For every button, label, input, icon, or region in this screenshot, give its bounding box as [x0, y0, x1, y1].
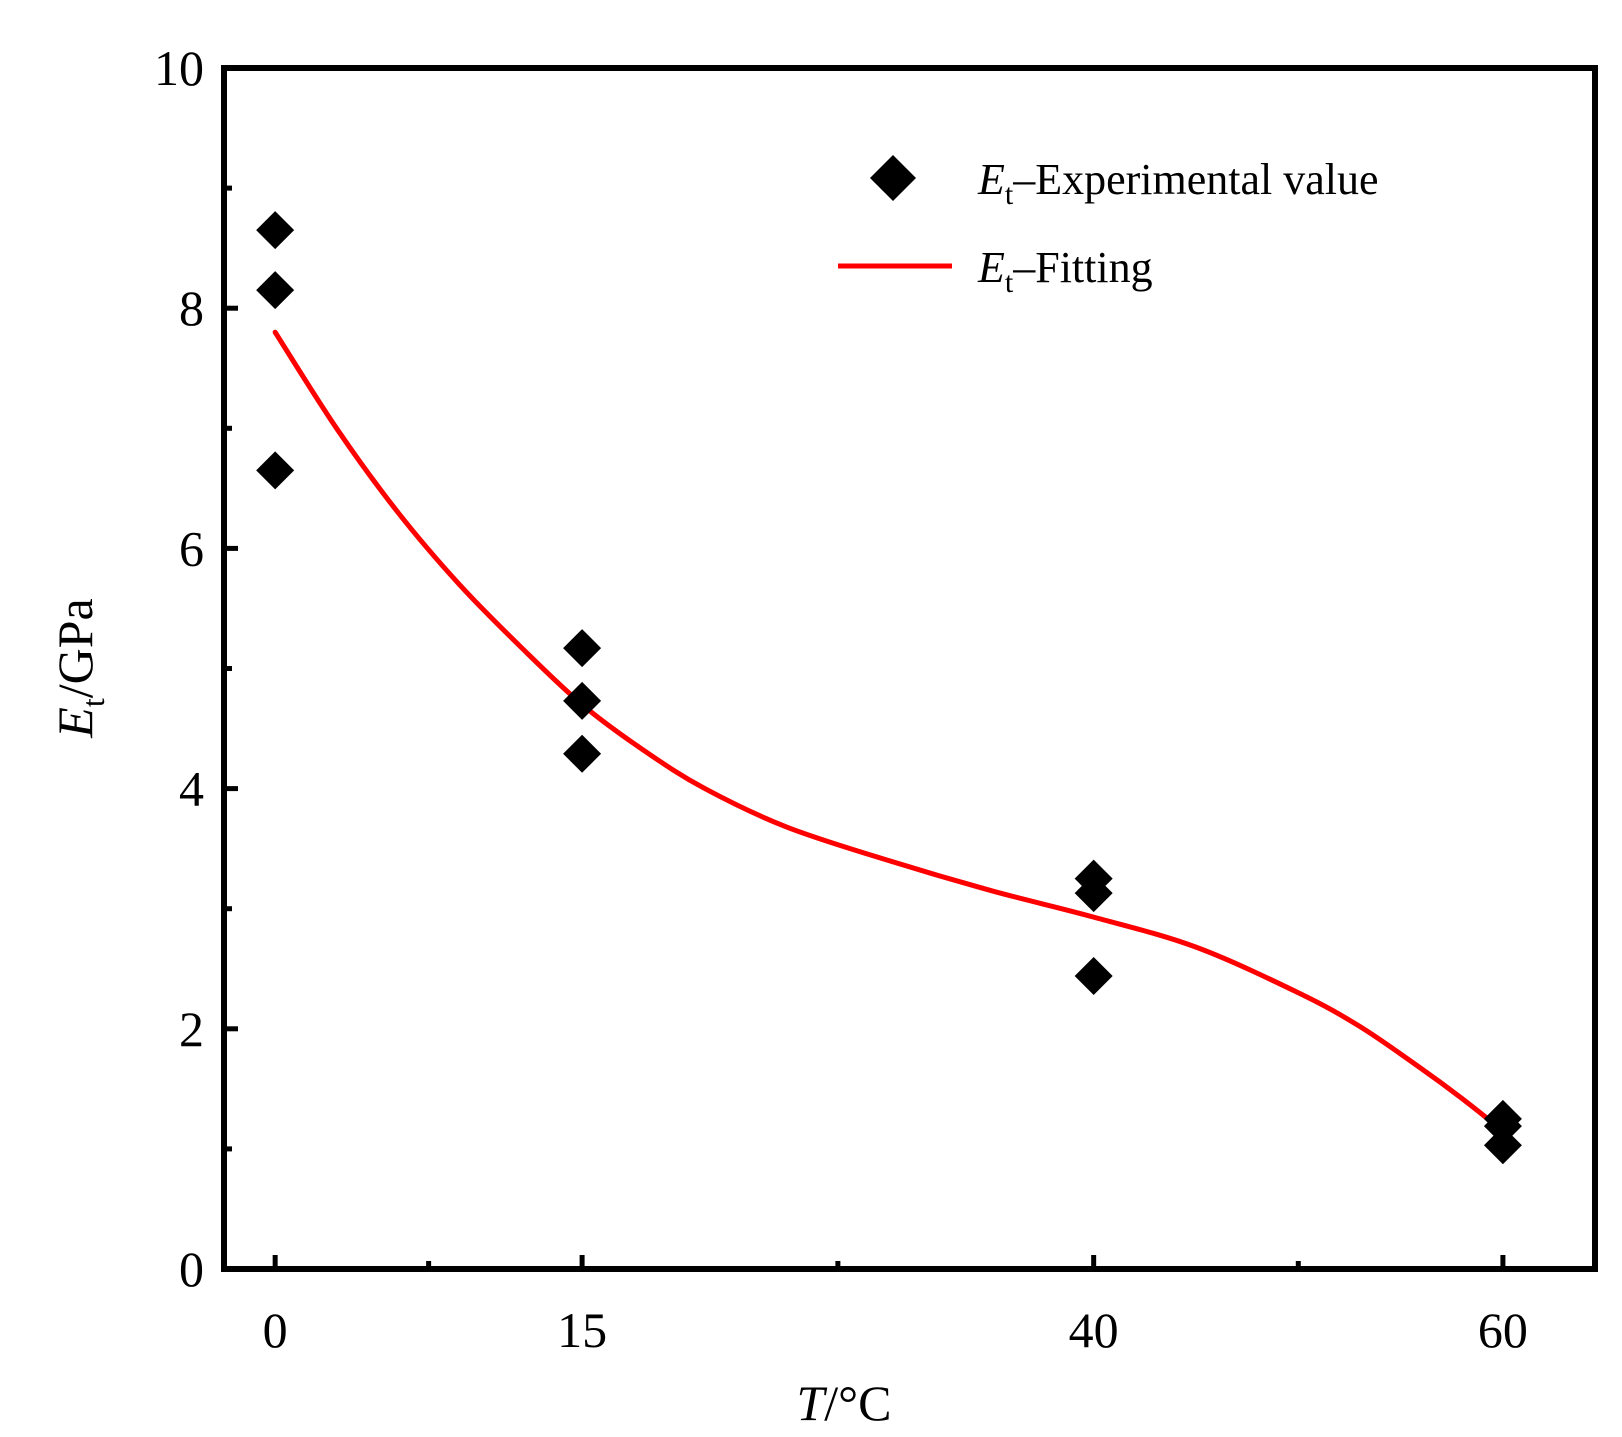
fitting-curve — [272, 329, 1506, 1134]
x-tick-label: 40 — [1069, 1302, 1119, 1358]
legend-fitting-subscript: t — [1005, 266, 1014, 299]
y-tick-label: 8 — [179, 280, 204, 336]
y-tick-label: 0 — [179, 1241, 204, 1297]
x-tick-label: 60 — [1478, 1302, 1528, 1358]
data-point-diamond — [256, 211, 295, 250]
x-axis-symbol: T — [796, 1375, 827, 1431]
y-axis-unit: /GPa — [47, 598, 103, 698]
y-axis-title: Et/GPa — [47, 598, 111, 738]
x-axis-unit: /°C — [824, 1375, 891, 1431]
legend-fitting-symbol: E — [977, 243, 1005, 292]
data-point-diamond — [1074, 956, 1113, 995]
x-axis-ticks: 0 15 40 60 — [263, 1255, 1528, 1358]
data-point-diamond — [563, 681, 602, 720]
legend-fitting-text: –Fitting — [1012, 243, 1152, 292]
legend-experimental-text: –Experimental value — [1012, 155, 1378, 204]
fit-layer — [272, 329, 1506, 1134]
data-point-diamond — [563, 734, 602, 773]
y-tick-label: 10 — [154, 40, 204, 96]
data-point-diamond — [1074, 874, 1113, 913]
x-tick-label: 15 — [557, 1302, 607, 1358]
y-tick-label: 2 — [179, 1001, 204, 1057]
y-tick-label: 6 — [179, 520, 204, 576]
legend-diamond-marker — [870, 155, 916, 201]
points-layer — [256, 211, 1522, 1165]
plot-frame — [221, 65, 1598, 1272]
y-axis-ticks: 0 2 4 6 8 10 — [154, 40, 238, 1297]
legend-label-fitting: Et–Fitting — [977, 243, 1153, 299]
legend-label-experimental: Et–Experimental value — [977, 155, 1379, 211]
data-point-diamond — [1483, 1107, 1522, 1146]
data-point-diamond — [256, 271, 295, 310]
legend-experimental-symbol: E — [977, 155, 1005, 204]
legend-experimental-subscript: t — [1005, 178, 1014, 211]
y-axis-subscript: t — [75, 698, 111, 707]
y-tick-label: 4 — [179, 761, 204, 817]
y-axis-symbol: E — [47, 707, 103, 739]
legend: Et–Experimental value Et–Fitting — [838, 155, 1379, 299]
x-tick-label: 0 — [263, 1302, 288, 1358]
data-point-diamond — [1483, 1126, 1522, 1165]
data-point-diamond — [256, 451, 295, 490]
data-point-diamond — [563, 629, 602, 668]
x-axis-title: T/°C — [796, 1375, 891, 1431]
